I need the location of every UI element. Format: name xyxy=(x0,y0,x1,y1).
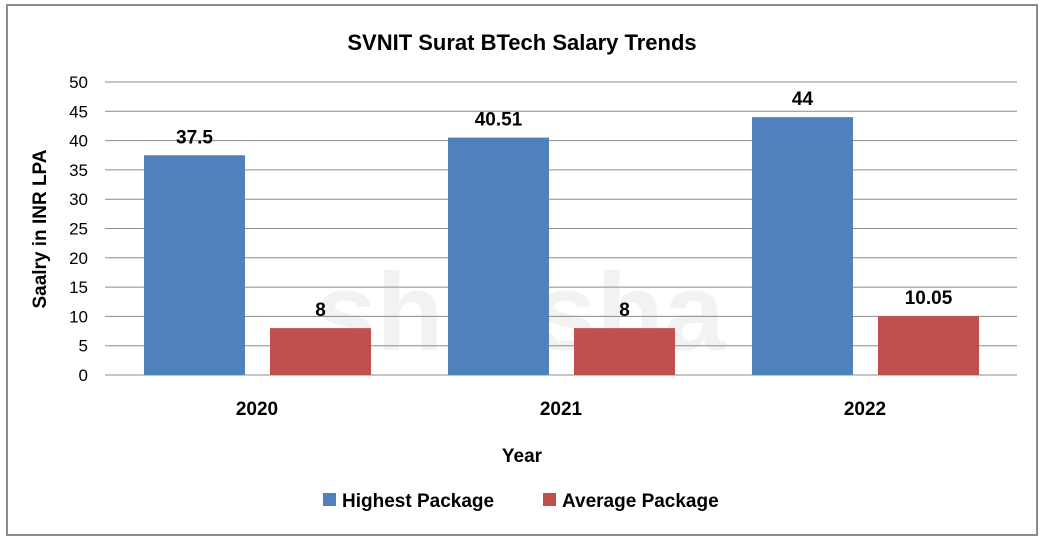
y-tick-label: 45 xyxy=(69,102,88,121)
x-tick-label: 2021 xyxy=(540,399,583,420)
y-tick-label: 0 xyxy=(79,366,88,385)
data-label: 8 xyxy=(315,300,326,321)
y-tick-label: 40 xyxy=(69,132,88,151)
y-tick-label: 35 xyxy=(69,161,88,180)
legend: Highest Package Average Package xyxy=(323,491,719,512)
y-tick-label: 15 xyxy=(69,278,88,297)
x-tick-label: 2020 xyxy=(236,399,278,420)
bar-highest-2020 xyxy=(144,155,245,375)
bar-average-2022 xyxy=(878,316,979,375)
legend-label-average: Average Package xyxy=(562,491,719,512)
y-tick-label: 25 xyxy=(69,220,88,239)
bar-highest-2021 xyxy=(448,137,549,375)
legend-swatch-average xyxy=(543,493,556,506)
data-label: 44 xyxy=(792,89,814,110)
y-axis-label: Saalry in INR LPA xyxy=(30,149,51,308)
y-tick-label: 5 xyxy=(79,337,88,356)
bar-highest-2022 xyxy=(752,117,853,375)
data-label: 40.51 xyxy=(475,110,523,131)
x-axis-label: Year xyxy=(502,446,543,467)
bar-average-2020 xyxy=(270,328,371,375)
bar-average-2021 xyxy=(574,328,675,375)
y-tick-label: 20 xyxy=(69,249,88,268)
legend-label-highest: Highest Package xyxy=(342,491,494,512)
x-tick-label: 2022 xyxy=(844,399,886,420)
y-tick-label: 50 xyxy=(69,73,88,92)
data-label: 37.5 xyxy=(176,127,213,148)
data-label: 10.05 xyxy=(905,288,953,309)
legend-swatch-highest xyxy=(323,493,336,506)
y-tick-label: 10 xyxy=(69,307,88,326)
data-label: 8 xyxy=(619,300,630,321)
y-tick-label: 30 xyxy=(69,190,88,209)
chart-title: SVNIT Surat BTech Salary Trends xyxy=(347,30,696,55)
